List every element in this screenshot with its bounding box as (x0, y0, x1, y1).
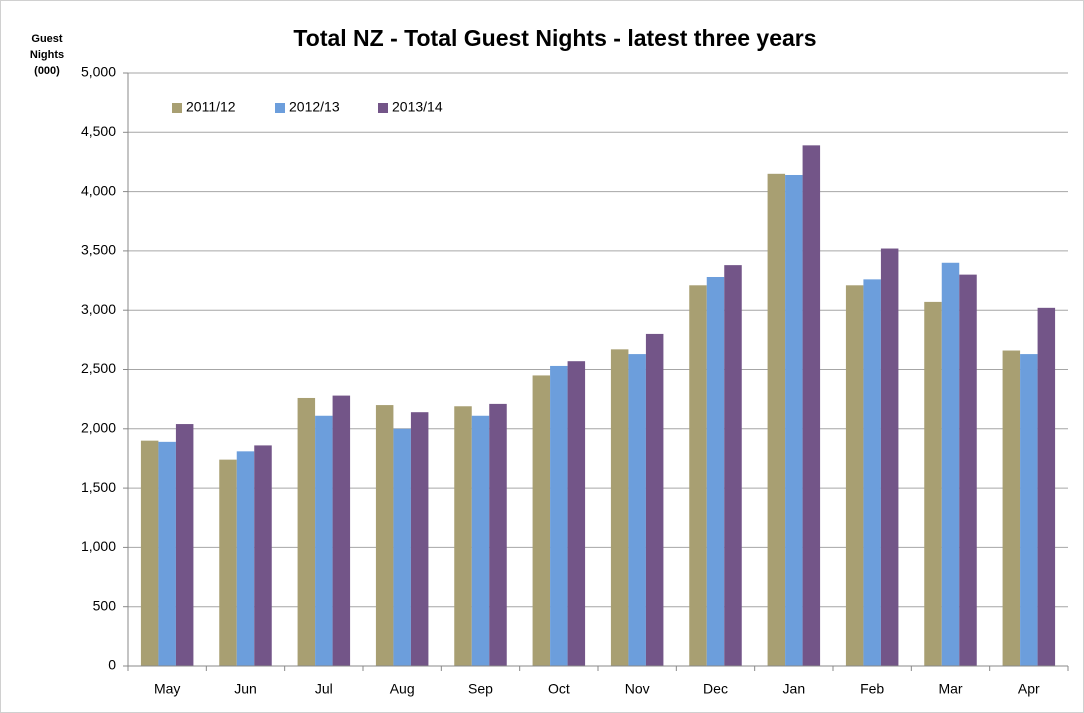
legend-swatch (172, 103, 182, 113)
y-tick-label: 0 (108, 657, 116, 673)
bar (297, 397, 316, 666)
y-tick-label: 3,500 (81, 242, 116, 258)
legend-swatch (275, 103, 285, 113)
bar (1020, 354, 1038, 666)
x-tick-label: Feb (860, 681, 884, 697)
y-tick-label: 1,500 (81, 479, 116, 495)
bar (532, 375, 551, 666)
bar (610, 349, 629, 666)
bar (845, 285, 864, 666)
legend-label: 2012/13 (289, 99, 340, 115)
x-tick-label: Jun (234, 681, 257, 697)
x-tick-label: Apr (1018, 681, 1040, 697)
bar (375, 405, 394, 666)
bar (332, 395, 351, 666)
bar (880, 248, 899, 666)
bar (315, 415, 333, 666)
bar (140, 440, 159, 666)
x-tick-label: Oct (548, 681, 570, 697)
y-tick-label: 4,500 (81, 123, 116, 139)
y-tick-label: 500 (93, 597, 117, 613)
bar (785, 174, 803, 666)
y-axis-label: Guest Nights (000) (29, 33, 65, 77)
bar (724, 265, 742, 666)
chart-title: Total NZ - Total Guest Nights - latest t… (293, 25, 816, 51)
bar (689, 285, 707, 666)
bar (941, 262, 960, 666)
bar (924, 301, 942, 666)
bar (802, 145, 821, 666)
x-tick-label: Mar (938, 681, 962, 697)
y-tick-label: 3,000 (81, 301, 116, 317)
bar (645, 333, 664, 666)
bar (175, 424, 194, 666)
y-tick-label: 5,000 (81, 64, 116, 80)
x-tick-label: Aug (390, 681, 415, 697)
bar (863, 279, 881, 666)
bar (236, 451, 255, 666)
bar (489, 403, 507, 666)
x-tick-label: Jan (783, 681, 806, 697)
bar (959, 274, 977, 666)
bar (767, 173, 786, 666)
x-tick-label: May (154, 681, 180, 697)
bar (454, 406, 472, 666)
x-tick-label: Nov (625, 681, 650, 697)
legend-swatch (378, 103, 388, 113)
bar (219, 459, 237, 666)
bar (393, 428, 411, 666)
bar (550, 365, 568, 666)
bar (254, 445, 272, 666)
legend-label: 2011/12 (186, 99, 236, 115)
y-tick-label: 1,000 (81, 538, 116, 554)
bar (1037, 307, 1056, 666)
y-tick-label: 2,000 (81, 420, 116, 436)
bar (628, 354, 646, 666)
bar (1002, 350, 1021, 666)
bar (158, 441, 176, 666)
bar (567, 361, 586, 666)
bar (471, 415, 490, 666)
x-tick-label: Dec (703, 681, 728, 697)
x-tick-label: Jul (315, 681, 333, 697)
y-tick-label: 4,000 (81, 182, 116, 198)
bar (706, 276, 725, 666)
x-tick-label: Sep (468, 681, 493, 697)
y-tick-label: 2,500 (81, 360, 116, 376)
bar (410, 412, 429, 666)
legend-label: 2013/14 (392, 99, 443, 115)
